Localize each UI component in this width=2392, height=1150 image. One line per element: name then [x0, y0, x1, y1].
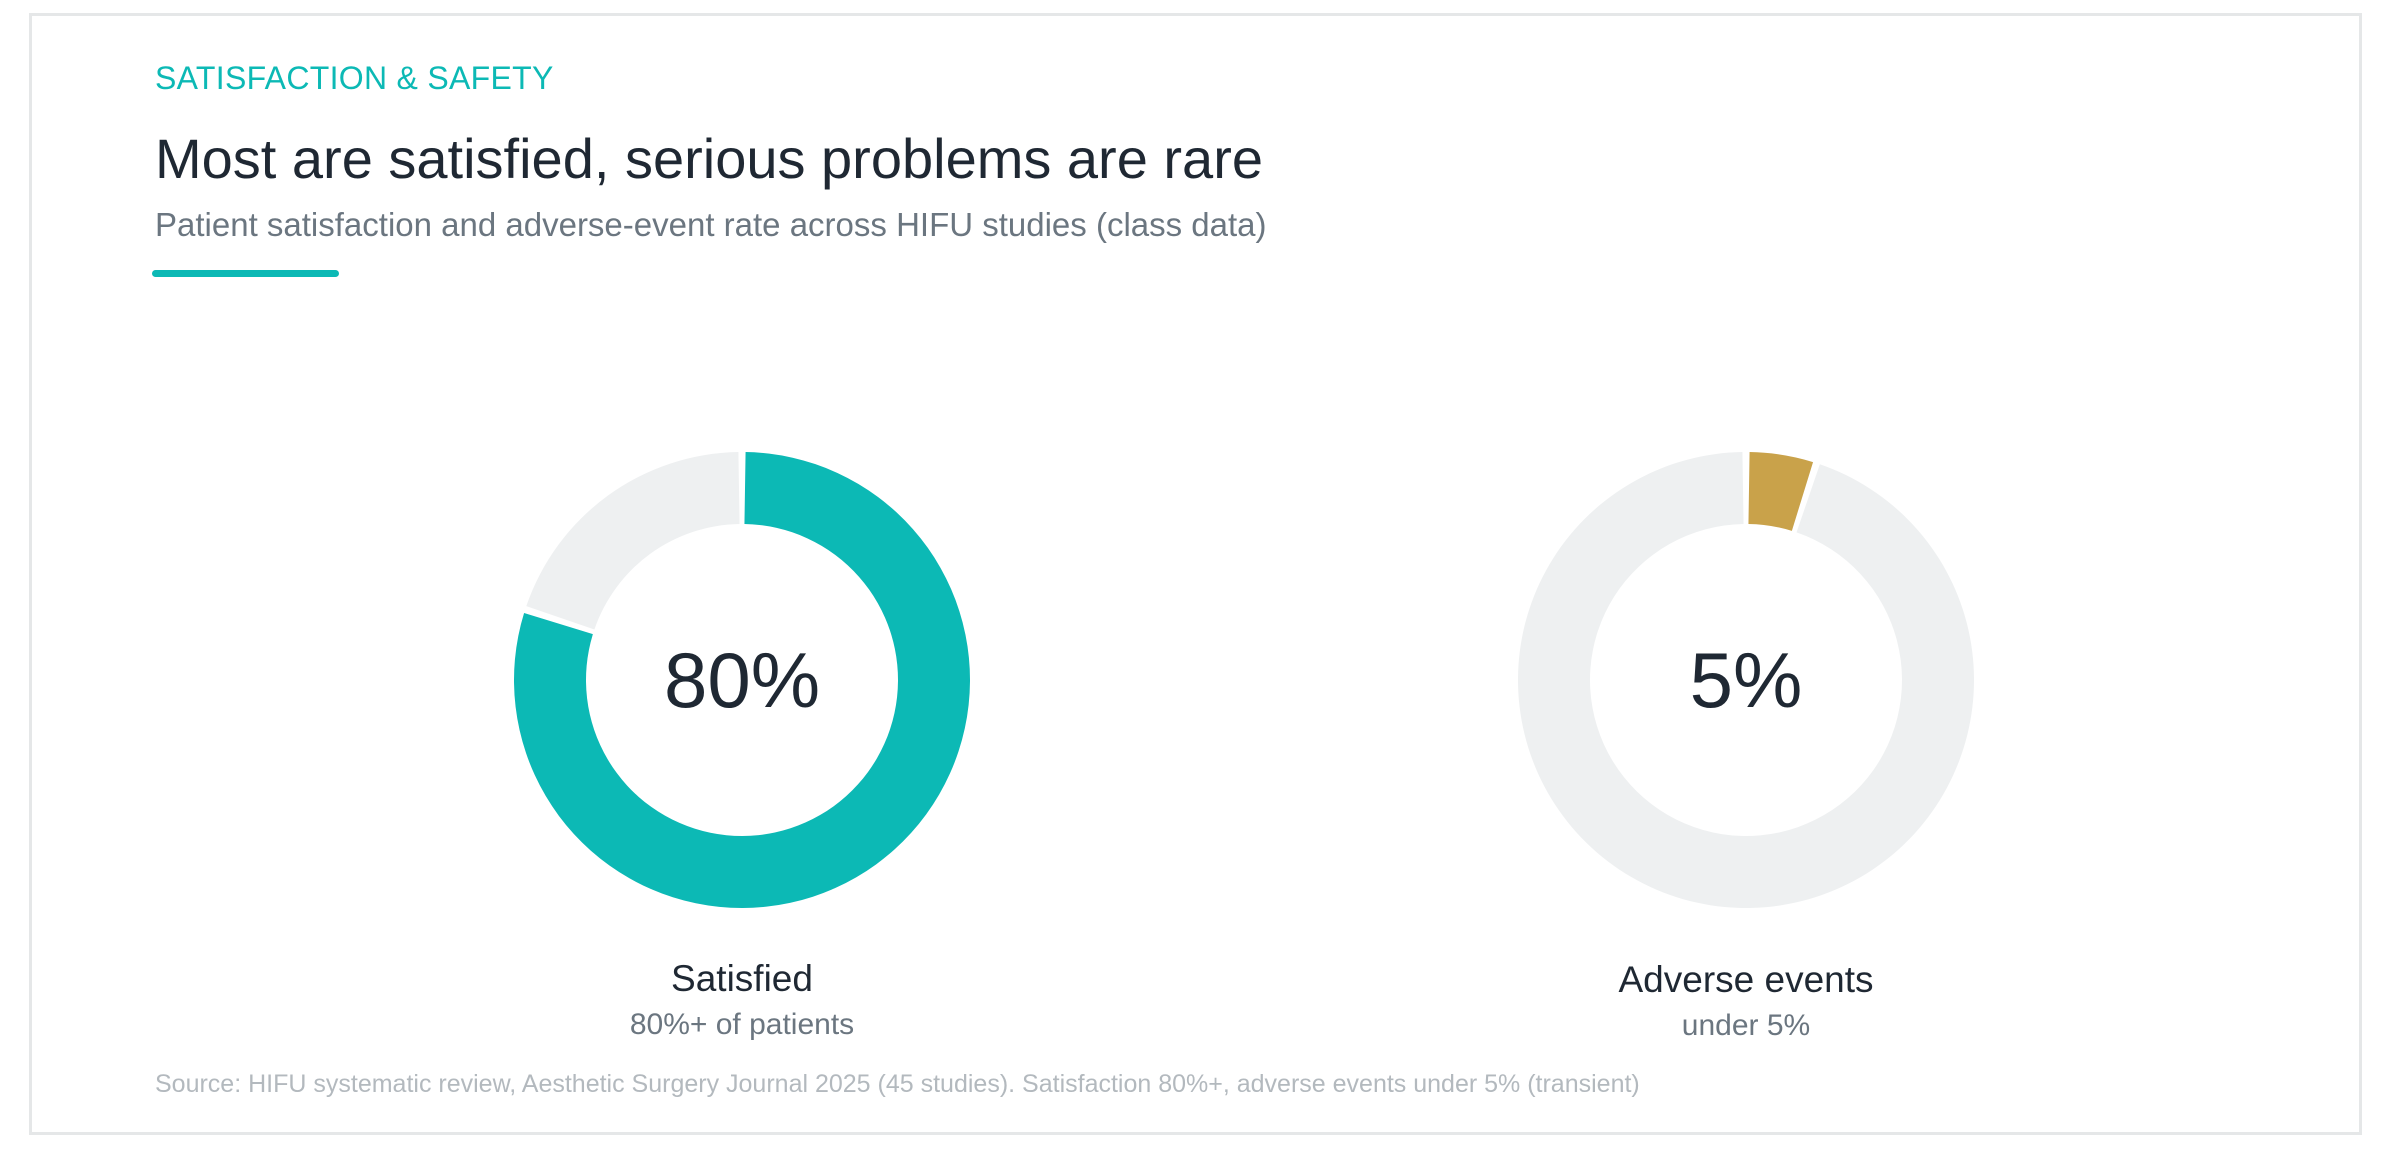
donut-satisfied-caption: Satisfied 80%+ of patients [442, 958, 1042, 1042]
donut-adverse-label: Adverse events [1618, 959, 1874, 1000]
donut-value-slice [1748, 452, 1814, 531]
source-note: Source: HIFU systematic review, Aestheti… [155, 1070, 1640, 1098]
donut-remainder-slice [526, 452, 740, 630]
donut-satisfied: 80% [502, 440, 982, 920]
donut-satisfied-sublabel: 80%+ of patients [629, 1008, 855, 1041]
donut-adverse-sublabel: under 5% [1681, 1009, 1811, 1042]
donut-remainder-slice [1518, 452, 1974, 908]
donut-satisfied-svg [514, 452, 970, 908]
donut-adverse-caption: Adverse events under 5% [1446, 959, 2046, 1043]
donut-satisfied-label: Satisfied [671, 958, 813, 999]
donut-value-slice [514, 452, 970, 908]
eyebrow-label: SATISFACTION & SAFETY [155, 60, 554, 96]
page-title: Most are satisfied, serious problems are… [155, 127, 1263, 190]
page-subtitle: Patient satisfaction and adverse-event r… [155, 206, 1267, 243]
donut-adverse: 5% [1506, 440, 1986, 920]
chart-card [29, 13, 2362, 1135]
accent-rule [152, 270, 339, 277]
donut-adverse-svg [1518, 452, 1974, 908]
